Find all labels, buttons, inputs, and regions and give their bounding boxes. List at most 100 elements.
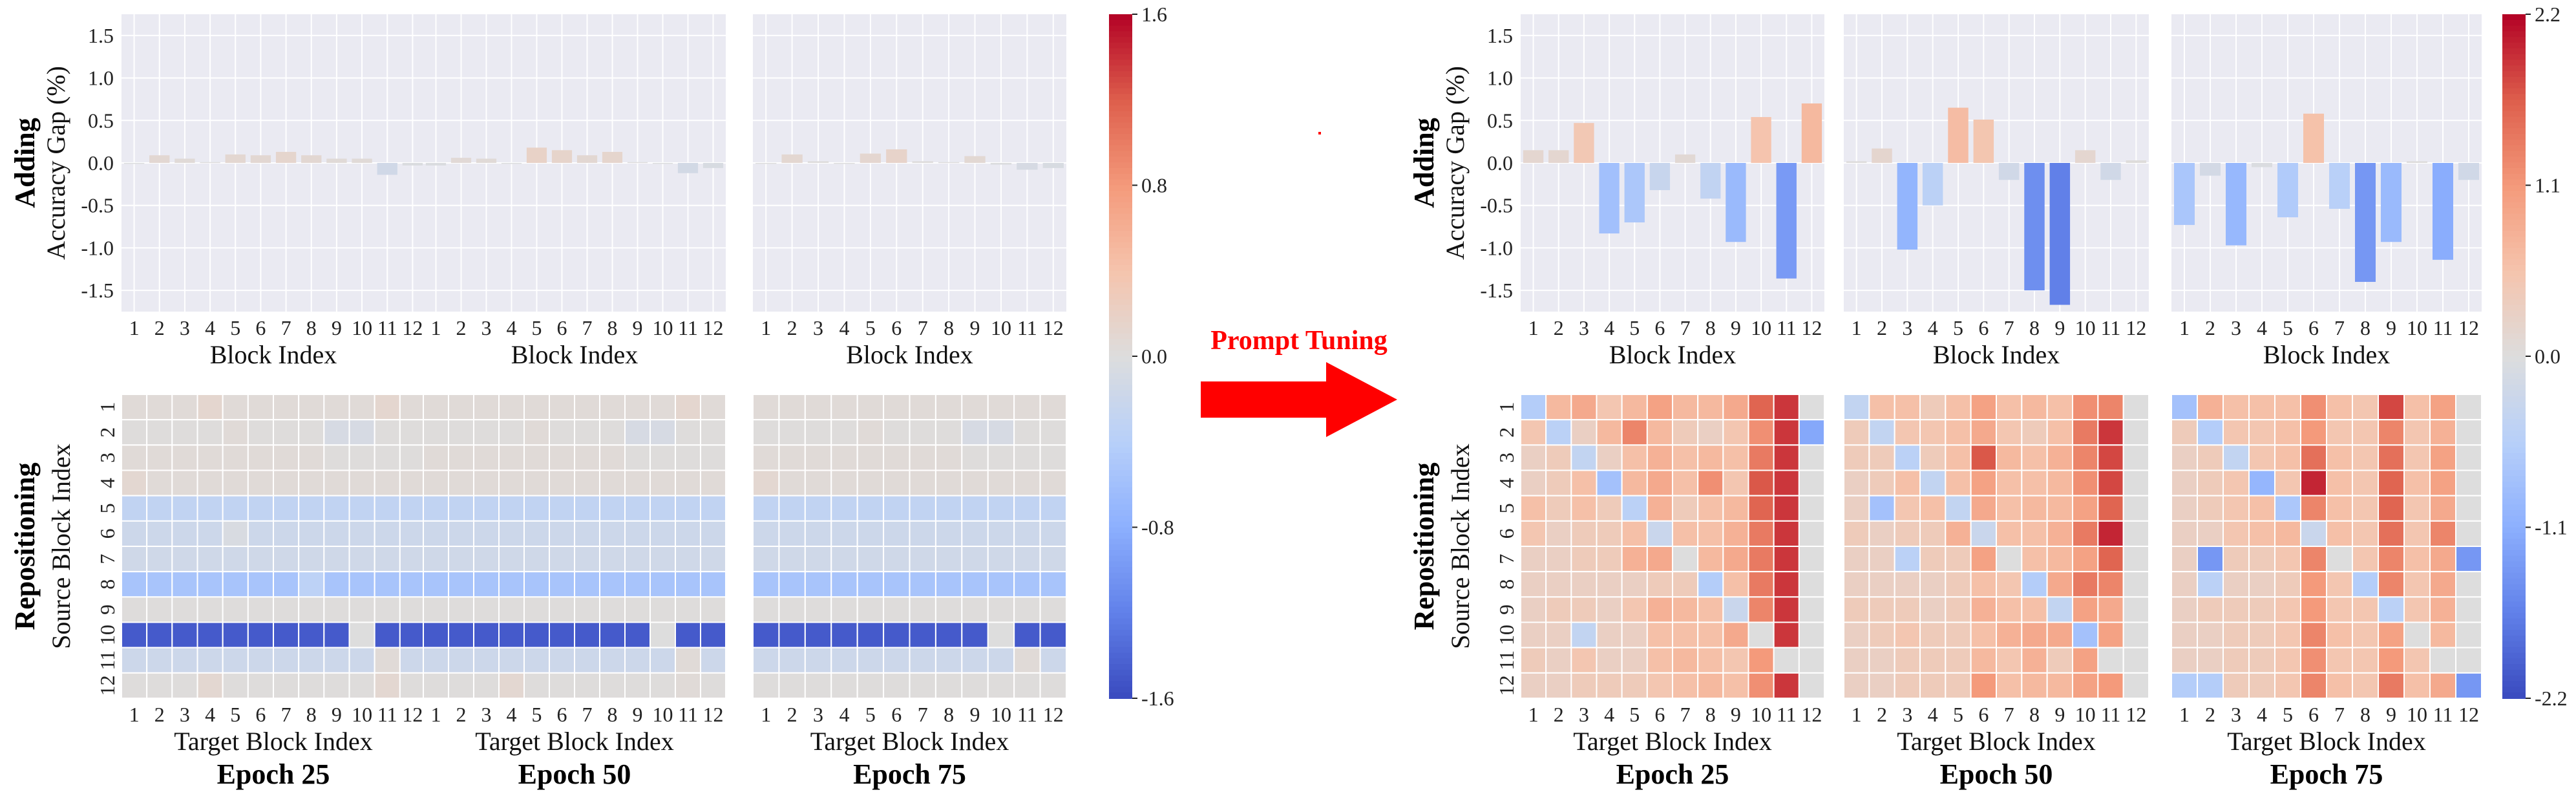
- heatmap-cell: [247, 394, 275, 421]
- heatmap-cell: [2222, 647, 2250, 674]
- heatmap-cell: [700, 520, 726, 547]
- heatmap-cell: [1945, 621, 1972, 648]
- heatmap-cell: [247, 444, 275, 471]
- heatmap-cell: [1520, 394, 1547, 421]
- heatmap-x-tick-label: 8: [607, 703, 618, 726]
- bar-x-tick-label: 6: [2308, 316, 2319, 339]
- heatmap-cell: [374, 672, 401, 700]
- colorbar-segment: [2502, 493, 2526, 500]
- heatmap-cell: [523, 419, 550, 446]
- bar: [501, 163, 522, 164]
- heatmap-x-axis-label: Target Block Index: [1897, 727, 2095, 756]
- heatmap-cell: [2274, 495, 2301, 522]
- heatmap-cell: [599, 495, 626, 522]
- colorbar-segment: [1109, 122, 1132, 129]
- colorbar-segment: [1109, 82, 1132, 89]
- heatmap-cell: [473, 621, 500, 648]
- heatmap-x-tick-label: 4: [205, 703, 215, 726]
- colorbar-segment: [1109, 185, 1132, 192]
- heatmap-cell: [523, 520, 550, 547]
- heatmap-x-tick-label: 9: [633, 703, 643, 726]
- heatmap-cell: [1039, 546, 1068, 573]
- colorbar-segment: [2502, 31, 2526, 38]
- colorbar-segment: [1109, 390, 1132, 397]
- heatmap-cell: [1596, 546, 1623, 573]
- colorbar-segment: [2502, 242, 2526, 249]
- heatmap-cell: [121, 571, 148, 598]
- heatmap-cell: [2352, 419, 2379, 446]
- heatmap-cell: [1747, 571, 1775, 598]
- colorbar-segment: [2502, 356, 2526, 363]
- heatmap-cell: [856, 596, 885, 623]
- bar-x-tick-label: 3: [1902, 316, 1912, 339]
- colorbar-segment: [1109, 561, 1132, 568]
- heatmap-cell: [171, 469, 198, 497]
- heatmap-cell: [778, 469, 806, 497]
- colorbar-segment: [2502, 48, 2526, 55]
- heatmap-cell: [752, 469, 780, 497]
- bar-x-tick-label: 1: [431, 316, 441, 339]
- heatmap-cell: [1868, 596, 1895, 623]
- colorbar-segment: [1109, 402, 1132, 409]
- heatmap-cell: [399, 571, 426, 598]
- heatmap-cell: [1945, 444, 1972, 471]
- heatmap-cell: [1697, 571, 1724, 598]
- heatmap-x-tick-label: 5: [1629, 703, 1640, 726]
- bar: [225, 154, 246, 163]
- heatmap-cell: [1520, 546, 1547, 573]
- colorbar-segment: [1109, 624, 1132, 631]
- heatmap-cell: [2352, 394, 2379, 421]
- colorbar-segment: [1109, 322, 1132, 328]
- bar-x-tick-label: 8: [607, 316, 618, 339]
- heatmap-cell: [934, 469, 963, 497]
- heatmap-cell: [624, 621, 651, 648]
- colorbar-segment: [2502, 128, 2526, 135]
- heatmap-cell: [909, 672, 936, 700]
- heatmap-cell: [2352, 621, 2379, 648]
- heatmap-cell: [2046, 596, 2074, 623]
- heatmap-cell: [2171, 394, 2198, 421]
- heatmap-cell: [247, 546, 275, 573]
- heatmap-cell: [1945, 394, 1972, 421]
- colorbar-segment: [2502, 658, 2526, 665]
- colorbar-tick-label: -1.6: [1141, 687, 1174, 710]
- heatmap-cell: [2429, 596, 2456, 623]
- heatmap-cell: [1013, 419, 1041, 446]
- heatmap-cell: [1570, 419, 1598, 446]
- colorbar-segment: [1109, 442, 1132, 449]
- heatmap-cell: [1570, 546, 1598, 573]
- bar: [174, 158, 195, 163]
- heatmap-cell: [473, 495, 500, 522]
- bar-x-tick-label: 4: [507, 316, 517, 339]
- heatmap-cell: [830, 469, 858, 497]
- heatmap-x-tick-label: 2: [456, 703, 467, 726]
- heatmap-cell: [2455, 596, 2482, 623]
- heatmap-cell: [649, 672, 676, 700]
- heatmap-cell: [1646, 394, 1673, 421]
- heatmap-cell: [2122, 394, 2150, 421]
- heatmap-cell: [2046, 621, 2074, 648]
- bar: [1751, 117, 1771, 163]
- colorbar-segment: [2502, 390, 2526, 397]
- colorbar-segment: [1109, 664, 1132, 670]
- heatmap-cell: [498, 546, 525, 573]
- heatmap-cell: [473, 419, 500, 446]
- heatmap-cell: [1039, 394, 1068, 421]
- heatmap-x-tick-label: 11: [1777, 703, 1797, 726]
- heatmap-cell: [473, 596, 500, 623]
- colorbar-segment: [1109, 310, 1132, 317]
- colorbar-segment: [2502, 37, 2526, 44]
- heatmap-cell: [2046, 672, 2074, 700]
- heatmap-cell: [2171, 546, 2198, 573]
- heatmap-cell: [1996, 444, 2023, 471]
- heatmap-cell: [778, 444, 806, 471]
- heatmap-cell: [2429, 571, 2456, 598]
- heatmap-cell: [752, 647, 780, 674]
- heatmap-cell: [323, 444, 350, 471]
- heatmap-cell: [1646, 469, 1673, 497]
- heatmap-cell: [574, 672, 600, 700]
- colorbar-segment: [1109, 219, 1132, 226]
- heatmap-cell: [1773, 495, 1800, 522]
- colorbar-segment: [2502, 288, 2526, 295]
- heatmap-cell: [2197, 596, 2224, 623]
